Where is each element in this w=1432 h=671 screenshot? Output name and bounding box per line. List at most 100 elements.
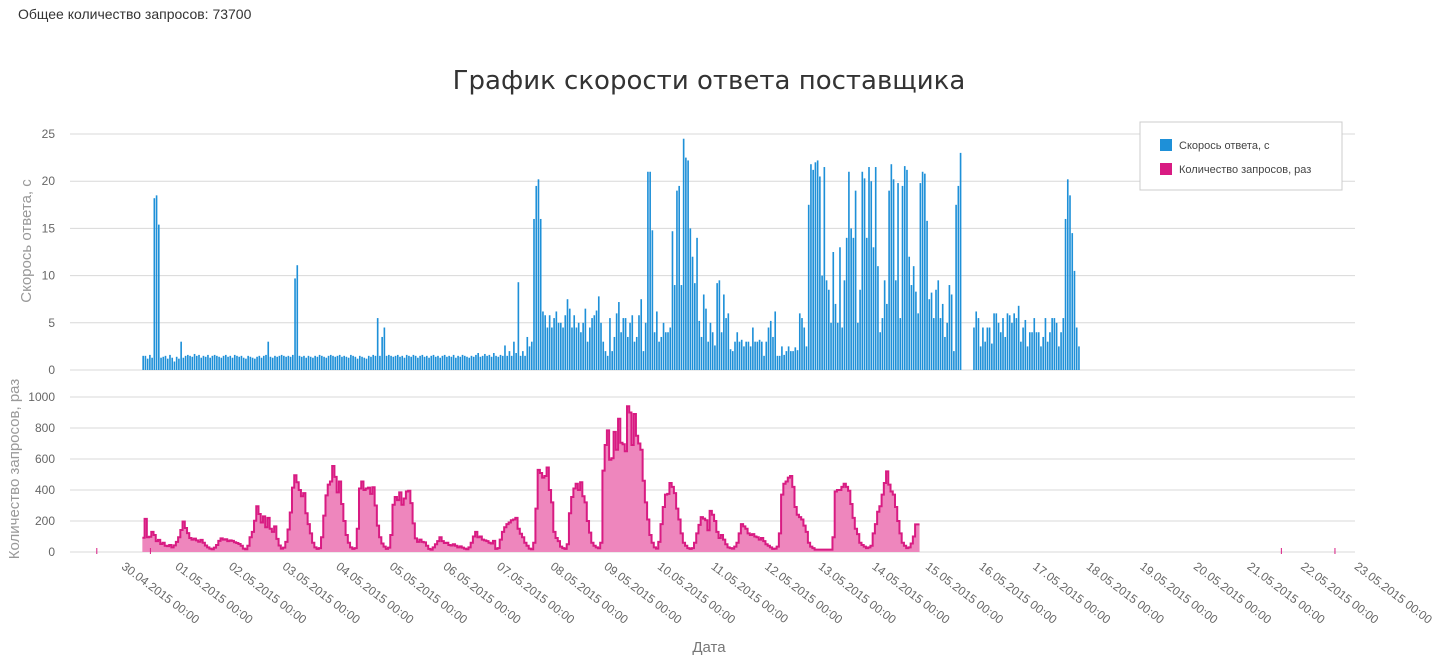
legend-item-requests[interactable]: Количество запросов, раз <box>1160 163 1311 176</box>
speed-bar <box>513 341 515 370</box>
speed-bar <box>374 355 377 370</box>
speed-bar <box>903 166 906 370</box>
speed-bar <box>240 355 243 370</box>
speed-bar <box>336 355 339 370</box>
speed-bar <box>204 356 207 370</box>
speed-bar <box>754 341 756 370</box>
speed-bar <box>743 346 745 370</box>
y-tick-label: 20 <box>42 174 56 188</box>
speed-bar <box>752 327 754 370</box>
speed-bar <box>673 285 676 370</box>
y-tick-label: 400 <box>35 483 55 497</box>
speed-bar <box>618 302 620 370</box>
speed-bar <box>999 332 1002 370</box>
speed-bar <box>731 351 734 370</box>
speed-bar <box>276 356 278 370</box>
speed-bar <box>595 310 598 370</box>
speed-bar <box>790 351 792 370</box>
speed-bar <box>423 356 426 370</box>
speed-bar <box>707 341 710 370</box>
speed-bar <box>664 332 667 370</box>
speed-bar <box>702 294 705 370</box>
legend-item-speed[interactable]: Скорось ответа, с <box>1160 139 1270 152</box>
y-tick-label: 800 <box>35 421 55 435</box>
speed-bar <box>207 354 209 370</box>
speed-bar <box>609 318 611 370</box>
speed-bar <box>602 341 605 370</box>
speed-bar <box>202 355 205 370</box>
speed-bar <box>307 355 310 370</box>
speed-bar <box>1042 336 1045 370</box>
speed-bar <box>834 303 837 370</box>
speed-bar <box>522 351 524 370</box>
speed-bar <box>825 280 828 370</box>
speed-bar <box>381 336 383 370</box>
speed-bar <box>358 355 361 370</box>
speed-bar <box>475 354 477 370</box>
speed-bar <box>533 218 535 370</box>
speed-bar <box>991 343 993 370</box>
speed-bar <box>539 218 542 370</box>
speed-bar <box>546 327 549 370</box>
speed-bar <box>146 358 149 370</box>
speed-bar <box>894 280 897 370</box>
speed-bar <box>504 345 506 370</box>
speed-bar <box>586 341 589 370</box>
speed-bar <box>260 357 263 370</box>
speed-bar <box>334 356 337 370</box>
speed-bar <box>1069 195 1071 370</box>
speed-bar <box>624 318 627 370</box>
speed-bar <box>195 355 198 370</box>
speed-bar <box>222 355 225 370</box>
speed-bar <box>1040 346 1042 370</box>
speed-bar <box>877 266 879 370</box>
speed-bar <box>756 341 759 370</box>
speed-bar <box>443 354 446 370</box>
y-axis-title-requests: Количество запросов, раз <box>6 379 23 560</box>
speed-bar <box>365 358 368 370</box>
speed-bar <box>325 357 328 370</box>
speed-bar <box>439 357 442 370</box>
speed-bar <box>1053 318 1056 370</box>
speed-bar <box>323 356 325 370</box>
speed-bar <box>231 357 234 370</box>
speed-bar <box>548 315 551 370</box>
speed-bar <box>233 354 236 370</box>
speed-bar <box>573 315 576 370</box>
speed-bar <box>291 354 294 370</box>
speed-bar <box>184 355 187 370</box>
speed-bar <box>173 361 176 370</box>
speed-bar <box>157 224 160 370</box>
speed-bar <box>178 358 180 370</box>
speed-bar <box>1055 322 1058 370</box>
speed-bar <box>814 162 817 370</box>
speed-bar <box>363 357 366 370</box>
speed-bar <box>1044 318 1047 370</box>
speed-bar <box>341 356 343 370</box>
speed-bar <box>785 351 788 370</box>
speed-bar <box>787 346 790 370</box>
speed-bar <box>1028 332 1031 370</box>
speed-bar <box>142 355 144 370</box>
speed-bar <box>242 357 245 370</box>
speed-bar <box>682 138 685 370</box>
speed-bar <box>1060 332 1062 370</box>
speed-bar <box>155 195 158 370</box>
speed-bar <box>821 275 823 370</box>
speed-bar <box>486 355 488 370</box>
speed-bar <box>526 336 529 370</box>
speed-bar <box>959 152 962 370</box>
speed-bar <box>1073 270 1076 370</box>
speed-bar <box>352 355 354 370</box>
speed-bar <box>164 355 167 370</box>
speed-bar <box>562 327 564 370</box>
speed-bar <box>874 167 877 370</box>
speed-bar <box>839 247 841 370</box>
speed-bar <box>767 327 770 370</box>
speed-bar <box>606 355 609 370</box>
speed-bar <box>680 285 683 370</box>
speed-bar <box>747 341 750 370</box>
speed-bar <box>801 318 803 370</box>
speed-bar <box>908 256 911 370</box>
speed-bar <box>899 318 902 370</box>
